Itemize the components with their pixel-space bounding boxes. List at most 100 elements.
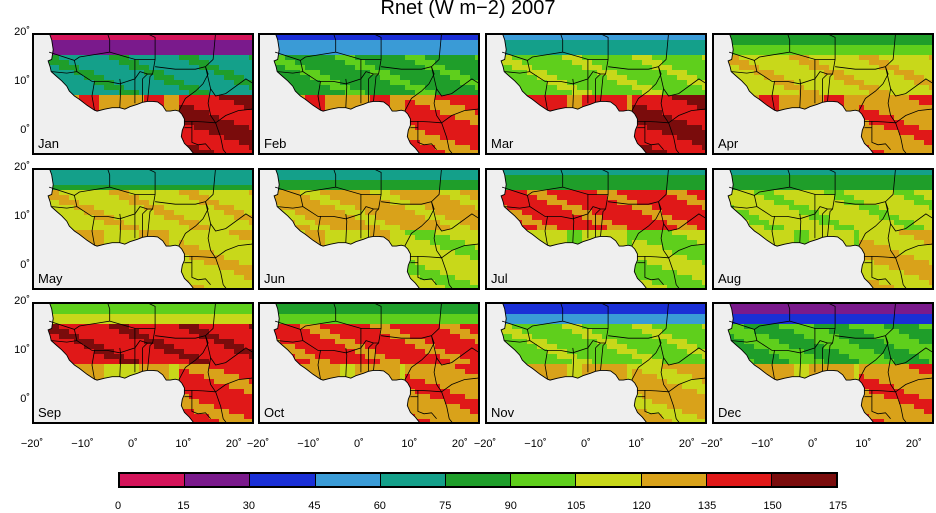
map-panel-feb: Feb xyxy=(258,33,480,155)
country-border xyxy=(441,257,453,288)
country-border xyxy=(433,357,478,393)
colorbar-swatch xyxy=(706,474,772,486)
country-border xyxy=(51,206,77,209)
country-border xyxy=(631,201,662,247)
country-border xyxy=(155,170,216,205)
country-border xyxy=(191,390,211,419)
country-border xyxy=(51,340,77,343)
country-border xyxy=(191,121,211,150)
country-border xyxy=(527,60,601,85)
country-border xyxy=(887,357,932,393)
y-tick-label: 0˚ xyxy=(20,392,30,405)
coastline xyxy=(47,304,194,422)
country-border xyxy=(109,170,156,195)
country-border xyxy=(119,78,122,108)
country-border xyxy=(501,304,564,330)
coastline xyxy=(727,170,874,288)
x-tick-label: 10˚ xyxy=(401,438,418,450)
map-panel-jul: Jul xyxy=(485,168,707,290)
map-panel-jun: Jun xyxy=(258,168,480,290)
country-border xyxy=(504,206,530,209)
map-panel-mar: Mar xyxy=(485,33,707,155)
country-border xyxy=(637,121,669,124)
month-label: Jan xyxy=(38,136,59,151)
country-border xyxy=(91,350,95,380)
country-border xyxy=(74,60,148,85)
country-border xyxy=(178,66,209,112)
map-sep xyxy=(34,304,252,422)
country-border xyxy=(368,194,382,215)
country-border xyxy=(48,35,111,61)
map-dec xyxy=(714,304,932,422)
coastline xyxy=(273,170,420,288)
country-border xyxy=(771,350,775,380)
country-border xyxy=(660,223,705,259)
country-border xyxy=(728,35,791,61)
country-border xyxy=(155,35,216,70)
map-panel-jan: Jan xyxy=(32,33,254,155)
colorbar-swatch xyxy=(380,474,446,486)
y-tick-label: 10˚ xyxy=(14,343,30,356)
country-border xyxy=(74,329,148,354)
y-tick-label: 0˚ xyxy=(20,258,30,271)
country-border xyxy=(404,201,435,247)
country-border xyxy=(871,121,891,150)
map-aug xyxy=(714,170,932,288)
country-border xyxy=(827,342,833,371)
country-border xyxy=(74,195,148,220)
colorbar xyxy=(118,472,838,488)
colorbar-tick-label: 30 xyxy=(242,500,256,512)
x-tick-label: −10˚ xyxy=(524,438,547,450)
country-border xyxy=(373,73,379,102)
country-border xyxy=(864,390,896,393)
country-border xyxy=(441,391,453,422)
map-nov xyxy=(487,304,705,422)
country-border xyxy=(668,391,680,422)
colorbar-swatch xyxy=(185,474,251,486)
country-border xyxy=(658,201,705,232)
y-tick-label: 0˚ xyxy=(20,123,30,136)
country-border xyxy=(871,390,891,419)
country-border xyxy=(317,350,321,380)
x-tick-label: 20˚ xyxy=(905,438,922,450)
colorbar-swatch xyxy=(250,474,316,486)
y-tick-label: 20˚ xyxy=(14,295,30,307)
country-border xyxy=(835,170,896,205)
colorbar-tick-label: 175 xyxy=(828,500,848,512)
colorbar-tick-label: 60 xyxy=(373,500,386,512)
country-border xyxy=(504,71,530,74)
country-border xyxy=(410,390,442,393)
map-mar xyxy=(487,35,705,153)
country-border xyxy=(864,256,896,259)
country-border xyxy=(887,88,932,124)
country-border xyxy=(608,35,669,70)
country-border xyxy=(858,201,889,247)
country-border xyxy=(771,216,775,246)
country-border xyxy=(600,73,606,102)
country-border xyxy=(335,304,382,329)
country-border xyxy=(864,121,896,124)
country-border xyxy=(404,335,435,381)
country-border xyxy=(858,66,889,112)
country-border xyxy=(48,304,111,330)
country-border xyxy=(373,342,379,371)
country-border xyxy=(660,88,705,124)
country-border xyxy=(858,335,889,381)
country-border xyxy=(205,66,252,97)
x-tick-label: −20˚ xyxy=(20,438,44,450)
x-tick-label: 0˚ xyxy=(128,438,138,450)
country-border xyxy=(562,170,609,195)
colorbar-tick-label: 15 xyxy=(177,500,190,512)
country-border xyxy=(885,201,932,232)
month-label: Jul xyxy=(491,271,508,286)
month-label: May xyxy=(38,271,63,286)
country-border xyxy=(178,201,209,247)
colorbar-tick-label: 150 xyxy=(763,500,782,512)
map-oct xyxy=(260,304,478,422)
country-border xyxy=(368,328,382,349)
country-border xyxy=(668,122,680,153)
country-border xyxy=(184,121,216,124)
country-border xyxy=(300,329,374,354)
x-tick-label: 0˚ xyxy=(581,438,591,450)
